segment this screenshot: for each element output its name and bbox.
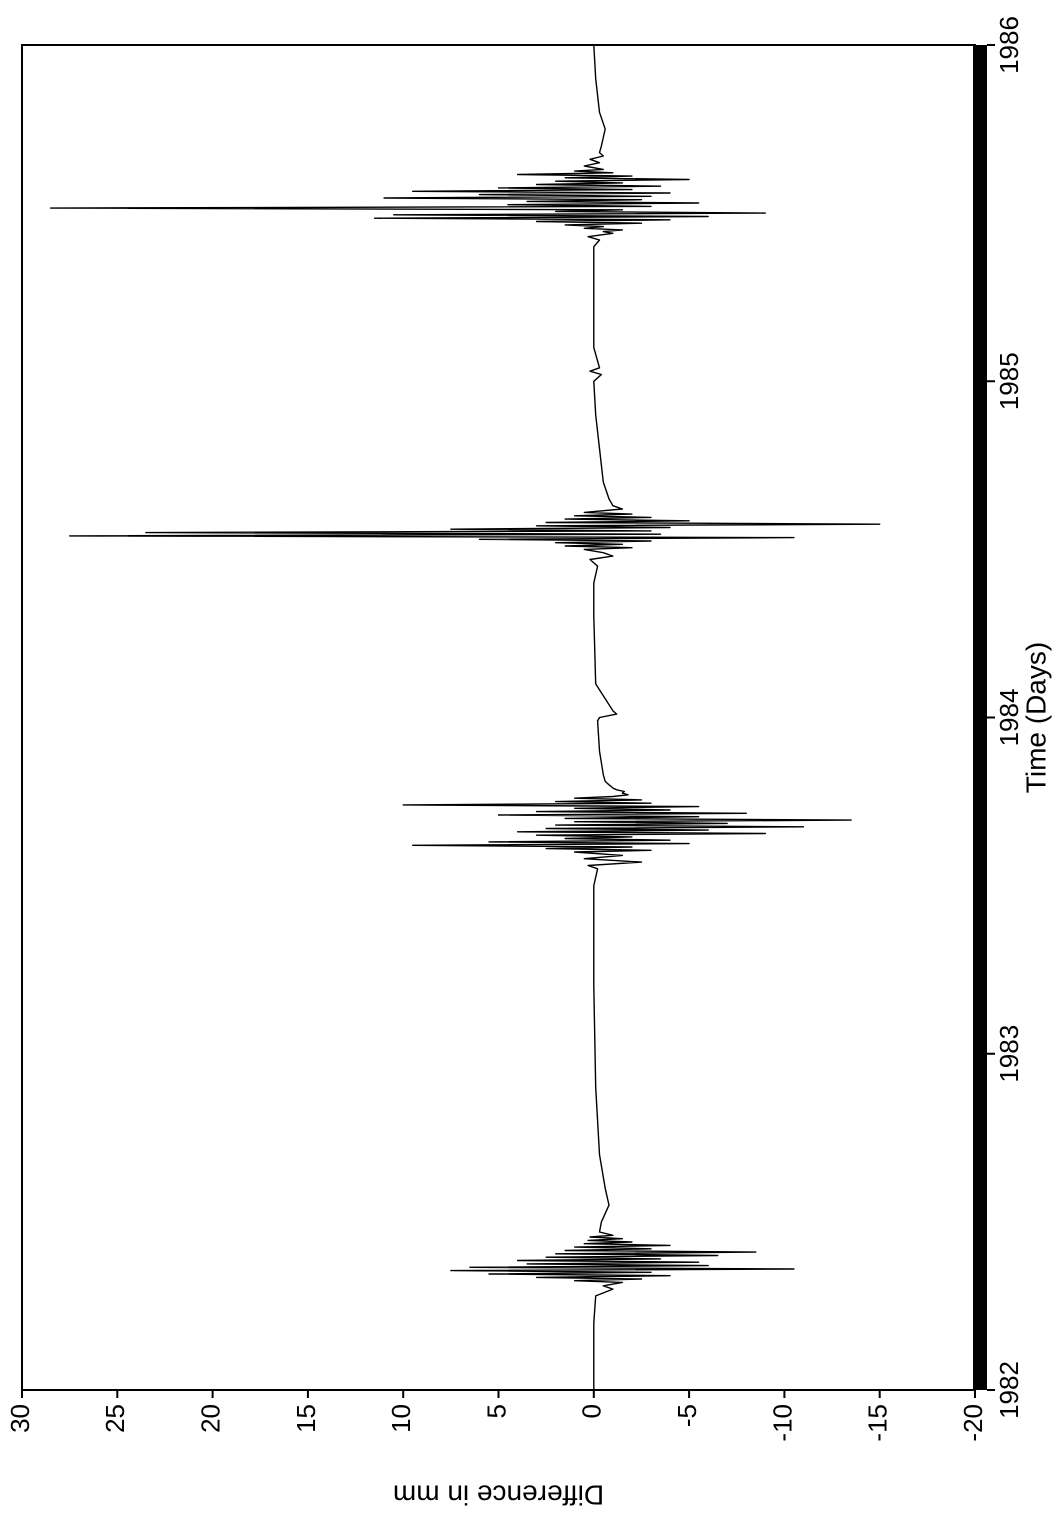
y-tick-label: 15 [291, 1404, 321, 1433]
y-tick-label: -20 [958, 1404, 988, 1442]
x-axis-ticks: 1982 1983 1984 1985 1986 [987, 16, 1024, 1419]
difference-series-line [49, 44, 881, 1390]
x-tick-label: 1982 [994, 1361, 1024, 1419]
x-tick-label: 1984 [994, 689, 1024, 747]
y-tick-label: -5 [672, 1404, 702, 1427]
x-tick-label: 1986 [994, 16, 1024, 74]
x-tick-label: 1983 [994, 1025, 1024, 1083]
y-axis-label: Difference in mm [393, 1480, 604, 1511]
x-axis-label: Time (Days) [1020, 642, 1051, 793]
y-axis-ticks: 30 25 20 15 10 5 0 -5 -10 -15 -20 [5, 1390, 988, 1442]
y-tick-label: 20 [195, 1404, 225, 1433]
y-tick-label: -10 [767, 1404, 797, 1442]
y-tick-label: 30 [5, 1404, 35, 1433]
x-tick-label: 1985 [994, 352, 1024, 410]
y-tick-label: -15 [863, 1404, 893, 1442]
y-tick-label: 5 [481, 1404, 511, 1418]
x-axis-bar [973, 45, 987, 1390]
plot-frame [21, 44, 976, 1391]
y-tick-label: 25 [100, 1404, 130, 1433]
y-tick-label: 0 [577, 1404, 607, 1418]
y-tick-label: 10 [386, 1404, 416, 1433]
